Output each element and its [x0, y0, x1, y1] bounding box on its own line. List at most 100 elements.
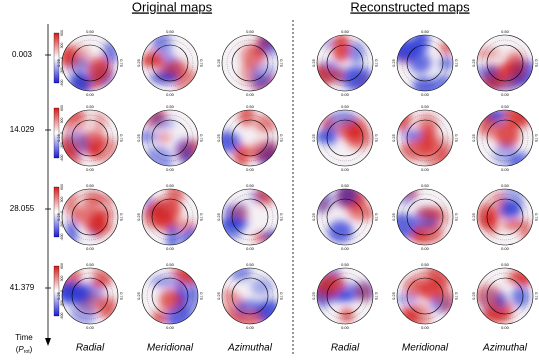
latitude [481, 114, 529, 162]
colorbar-label: -300 [60, 221, 64, 228]
field-blob [174, 70, 198, 91]
latitude [66, 193, 114, 241]
phase-label: 0.50 [166, 183, 175, 188]
phase-label: 0.75 [534, 213, 539, 222]
latitude [146, 272, 194, 320]
phase-label: 0.00 [86, 246, 95, 251]
phase-label: 0.75 [454, 213, 459, 222]
colorbar-label: -600 [60, 154, 64, 161]
field-blob [511, 285, 530, 308]
map [142, 35, 198, 91]
map-outline [316, 34, 374, 92]
latitude [481, 39, 529, 87]
field-blob [412, 76, 434, 91]
phase-label: 0.25 [391, 291, 396, 300]
map-outline [61, 188, 119, 246]
colorbar-label: 300 [60, 276, 64, 282]
field-blob [92, 268, 118, 280]
field-blob [327, 220, 353, 243]
field-blob [234, 147, 263, 159]
equator [326, 119, 364, 157]
phase-label: 0.00 [421, 167, 430, 172]
colorbar-label: 0 [60, 132, 64, 134]
phase-label: 0.00 [501, 325, 510, 330]
colorbar [53, 32, 60, 84]
field-blob [222, 131, 241, 153]
map-outline [221, 34, 279, 92]
equator [231, 119, 269, 157]
field-blob [343, 65, 373, 91]
colorbar-label: 600 [60, 263, 64, 269]
phase-label: 0.25 [311, 58, 316, 67]
phase-label: 0.00 [246, 246, 255, 251]
phase-label: 0.75 [374, 134, 379, 143]
map [62, 35, 118, 91]
colorbar-label: -600 [60, 233, 64, 240]
phase-label: 0.75 [374, 213, 379, 222]
equator [231, 44, 269, 82]
map [477, 268, 533, 324]
phase-label: 0.50 [341, 183, 350, 188]
phase-label: 0.25 [216, 291, 221, 300]
map-outline [221, 267, 279, 325]
field-blob [87, 56, 112, 84]
latitude [321, 39, 369, 87]
colorbar-label: -300 [60, 67, 64, 74]
field-blob [339, 308, 355, 323]
equator [486, 198, 524, 236]
equator [406, 198, 444, 236]
field-blob [89, 136, 118, 163]
field-blob [422, 122, 435, 148]
right-title: Reconstructed maps [350, 0, 470, 14]
equator [326, 44, 364, 82]
map-outline [221, 188, 279, 246]
phase-label: 0.25 [136, 212, 141, 221]
unit-sub: rot [24, 349, 30, 355]
phase-label: 0.00 [86, 92, 95, 97]
column-label: Azimuthal [482, 343, 528, 354]
field-blob [240, 43, 266, 68]
equator [151, 119, 189, 157]
equator [151, 44, 189, 82]
field-blob [477, 66, 497, 80]
phase-label: 0.75 [119, 292, 124, 301]
field-blob [317, 189, 333, 214]
latitude [401, 39, 449, 87]
colorbar-label: 300 [60, 197, 64, 203]
column-label: Radial [331, 343, 360, 354]
colorbar [53, 265, 60, 317]
latitude [146, 39, 194, 87]
map [222, 35, 278, 91]
field-blob [477, 202, 497, 227]
equator [406, 119, 444, 157]
column-label: Meridional [402, 343, 449, 354]
field-blob [401, 129, 423, 141]
map-outline [141, 267, 199, 325]
phase-label: 0.25 [136, 291, 141, 300]
colorbar-label: 0 [60, 211, 64, 213]
phase-label: 0.50 [86, 183, 95, 188]
map-outline [396, 267, 454, 325]
map [397, 110, 453, 166]
colorbar-label: 0 [60, 57, 64, 59]
field-blob [179, 228, 198, 245]
phase-label: 0.25 [471, 212, 476, 221]
map-field [397, 268, 453, 324]
field-blob [397, 213, 418, 240]
phase-label: 0.25 [311, 291, 316, 300]
equator [231, 198, 269, 236]
phase-label: 0.75 [374, 292, 379, 301]
field-blob [149, 116, 175, 130]
field-blob [428, 75, 453, 91]
phase-label: 0.50 [86, 262, 95, 267]
map [142, 189, 198, 245]
field-blob [398, 306, 420, 324]
equator [406, 277, 444, 315]
phase-label: 0.50 [421, 29, 430, 34]
phase-label: 0.50 [421, 262, 430, 267]
map-outline [396, 34, 454, 92]
phase-label: 0.25 [311, 212, 316, 221]
latitude [226, 39, 274, 87]
column-label: Azimuthal [227, 343, 273, 354]
phase-label: 0.50 [341, 262, 350, 267]
